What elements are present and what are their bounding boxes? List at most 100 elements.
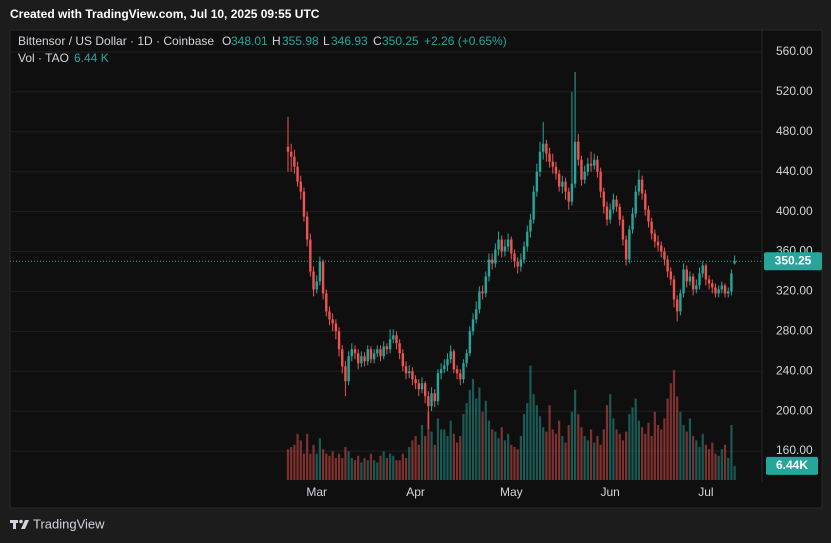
volume-bar (519, 436, 522, 480)
volume-bar (676, 396, 679, 480)
volume-bar (589, 429, 593, 480)
candle-body (385, 346, 389, 350)
candle-body (542, 143, 545, 152)
volume-bar (733, 465, 736, 480)
volume-bar (315, 453, 318, 480)
candle-body (535, 171, 539, 192)
volume-bar (411, 440, 414, 480)
legend-key: O (222, 34, 231, 48)
candle-body (289, 151, 293, 157)
volume-bar (583, 436, 586, 480)
candle-body (580, 159, 583, 180)
candle-body (309, 239, 312, 272)
volume-bar (723, 444, 727, 480)
candle-body (628, 229, 631, 260)
candle-body (315, 281, 318, 290)
candle-body (714, 287, 717, 294)
candle-body (331, 319, 334, 324)
candle-body (733, 261, 736, 264)
volume-bar (507, 433, 510, 480)
volume-bar (487, 420, 491, 480)
volume-bar (449, 420, 452, 480)
volume-bar (414, 436, 417, 480)
volume-bar (436, 418, 440, 480)
candle-body (596, 159, 599, 172)
volume-bar (535, 405, 538, 480)
volume-bar (404, 458, 408, 480)
volume-bar (440, 429, 443, 480)
volume-bar (491, 429, 494, 480)
volume-bar (720, 449, 723, 480)
volume-bar (682, 425, 685, 480)
volume-bar (542, 427, 545, 480)
candle-body (462, 363, 465, 380)
volume-bar (605, 405, 609, 480)
volume-bar (500, 427, 503, 480)
candle-body (513, 253, 516, 262)
candle-body (417, 383, 420, 390)
candle-body (449, 351, 452, 360)
volume-bar (628, 414, 631, 480)
volume-value: 6.44 K (74, 51, 109, 65)
candle-body (675, 299, 679, 312)
candle-body (468, 331, 472, 354)
plot: 160.00200.00240.00280.00320.00360.00400.… (10, 44, 822, 499)
y-tick-label: 200.00 (776, 403, 813, 417)
volume-bar (730, 425, 733, 480)
candle-body (519, 259, 523, 267)
volume-bar (685, 431, 688, 480)
volume-bar (660, 429, 663, 480)
volume-bar (570, 411, 574, 480)
candle-body (484, 276, 487, 294)
volume-bar (290, 447, 293, 480)
volume-bar (634, 398, 637, 480)
candle-body (341, 349, 344, 367)
candle-body (647, 209, 650, 222)
volume-bar (586, 440, 589, 480)
volume-title: Vol · TAO (18, 51, 69, 65)
candle-body (366, 349, 369, 362)
volume-bar (631, 407, 634, 480)
candle-body (411, 371, 414, 380)
volume-bar (312, 444, 315, 480)
candle-body (532, 191, 535, 220)
volume-bar (545, 431, 548, 480)
volume-bar (644, 433, 647, 480)
volume-bar (672, 370, 676, 480)
candle-body (551, 161, 554, 167)
candle-body (545, 143, 548, 154)
price-label: 350.25 (775, 253, 812, 267)
candle-body (605, 206, 609, 220)
volume-bar (717, 455, 720, 480)
candle-body (717, 289, 720, 294)
volume-bar (567, 425, 570, 480)
volume-bar (385, 458, 388, 480)
volume-bar (532, 394, 535, 480)
volume-bar (321, 449, 325, 480)
y-tick-label: 560.00 (776, 44, 813, 58)
candle-body (589, 163, 593, 166)
candle-body (490, 259, 494, 264)
volume-bar (369, 453, 373, 480)
volume-bar (704, 444, 707, 480)
candle-body (392, 335, 395, 340)
candle-body (691, 276, 695, 290)
volume-bar (538, 416, 542, 480)
volume-bar (350, 458, 353, 480)
candle-body (481, 291, 484, 294)
candle-body (487, 259, 491, 277)
candle-body (334, 323, 338, 332)
volume-bar (484, 400, 487, 480)
candle-body (583, 171, 586, 180)
candle-body (344, 366, 347, 382)
chart-title: Bittensor / US Dollar · 1D · Coinbase (18, 34, 214, 48)
volume-bar (452, 433, 455, 480)
volume-bar (695, 440, 698, 480)
volume-bar (510, 444, 513, 480)
volume-bar (548, 405, 551, 480)
volume-bar (382, 451, 385, 480)
volume-bar (663, 418, 666, 480)
volume-bar (625, 431, 628, 480)
header: Created with TradingView.com, Jul 10, 20… (10, 7, 320, 21)
